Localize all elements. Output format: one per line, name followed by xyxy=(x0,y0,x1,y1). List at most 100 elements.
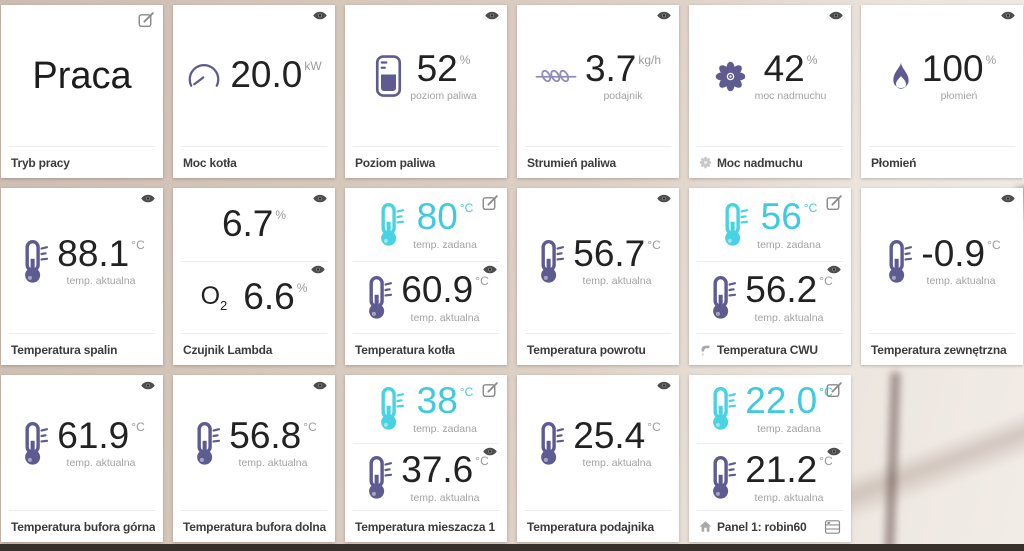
eye-icon[interactable] xyxy=(829,11,843,20)
eye-icon[interactable] xyxy=(1001,194,1015,203)
thermometer-icon xyxy=(707,386,737,431)
value-unit: % xyxy=(275,207,287,222)
actual-section: 56.2 °C temp. aktualna xyxy=(697,260,843,335)
value-subtitle: temp. aktualna xyxy=(410,491,480,504)
value: -0.9 °C xyxy=(921,232,1001,274)
eye-icon[interactable] xyxy=(657,381,671,390)
eye-icon[interactable] xyxy=(657,194,671,203)
eye-icon[interactable] xyxy=(827,447,841,456)
setpoint-value: 38 °C xyxy=(416,380,474,422)
value-subtitle: temp. aktualna xyxy=(66,275,136,288)
fan-icon xyxy=(699,156,712,169)
thermometer-icon xyxy=(535,239,565,284)
setpoint-value: 22.0 °C xyxy=(745,380,833,422)
eye-icon[interactable] xyxy=(827,265,841,274)
actual-section: 37.6 °C temp. aktualna xyxy=(353,442,499,512)
thermometer-icon xyxy=(375,386,405,431)
value-subtitle: podajnik xyxy=(603,90,643,103)
value-subtitle: temp. aktualna xyxy=(582,275,652,288)
card-footer: Strumień paliwa xyxy=(525,146,671,178)
settings-icon[interactable] xyxy=(824,519,841,535)
eye-icon[interactable] xyxy=(485,11,499,20)
eye-icon[interactable] xyxy=(313,194,327,203)
thermometer-icon xyxy=(375,202,405,247)
card-title: Poziom paliwa xyxy=(355,155,436,170)
card-title: Panel 1: robin60 xyxy=(717,519,807,534)
card-footer: Poziom paliwa xyxy=(353,146,499,178)
value-unit: °C xyxy=(459,200,474,215)
actual-value: 37.6 °C xyxy=(401,448,489,490)
actual-value: 56.2 °C xyxy=(745,269,833,311)
value-subtitle: temp. aktualna xyxy=(238,457,308,470)
background-photo xyxy=(850,390,1024,530)
background-photo xyxy=(0,544,1024,551)
card-title: Temperatura mieszacza 1 xyxy=(355,519,495,534)
value-unit: % xyxy=(459,52,471,67)
value-subtitle: płomień xyxy=(940,90,978,103)
actual-value: 21.2 °C xyxy=(745,448,833,490)
eye-icon[interactable] xyxy=(1001,11,1015,20)
eye-icon[interactable] xyxy=(313,11,327,20)
edit-icon[interactable] xyxy=(826,194,843,211)
value-unit: °C xyxy=(131,237,145,252)
actual-section: 21.2 °C temp. aktualna xyxy=(697,442,843,512)
card-title: Temperatura spalin xyxy=(11,342,118,357)
dashboard-grid: Praca Tryb pracy 20.0 kW Moc kotła 52% po… xyxy=(1,5,1023,542)
card-temperatura-bufora-dolna: 56.8 °C temp. aktualna Temperatura bufora… xyxy=(173,375,335,542)
card-temperatura-podajnika: 25.4 °C temp. aktualna Temperatura podajn… xyxy=(517,375,679,542)
setpoint-section: 22.0 °C temp. zadana xyxy=(697,375,843,443)
edit-icon[interactable] xyxy=(482,194,499,211)
card-footer: Moc kotła xyxy=(181,146,327,178)
card-footer: Temperatura mieszacza 1 xyxy=(353,510,499,542)
card-strumien-paliwa: 3.7 kg/h podajnik Strumień paliwa xyxy=(517,5,679,178)
eye-icon[interactable] xyxy=(313,381,327,390)
value-subtitle: temp. zadana xyxy=(757,423,821,436)
card-temperatura-cwu: 56 °C temp. zadana 56.2 °C temp. aktualna xyxy=(689,188,851,365)
card-czujnik-lambda: 6.7% O2 6.6% Czujnik Lambda xyxy=(173,188,335,365)
value-subtitle: temp. aktualna xyxy=(410,312,480,325)
card-title: Temperatura podajnika xyxy=(527,519,654,534)
edit-icon[interactable] xyxy=(826,381,843,398)
actual-value: 60.9 °C xyxy=(401,269,489,311)
card-footer: Panel 1: robin60 xyxy=(697,510,843,542)
card-temperatura-bufora-gorna: 61.9 °C temp. aktualna Temperatura bufora… xyxy=(1,375,163,542)
value: 6.7% xyxy=(221,202,287,244)
value-unit: °C xyxy=(475,453,489,468)
value-subtitle: poziom paliwa xyxy=(410,90,477,103)
value: 25.4 °C xyxy=(573,414,661,456)
eye-icon[interactable] xyxy=(141,194,155,203)
value-unit: °C xyxy=(647,419,661,434)
card-footer: Temperatura kotła xyxy=(353,333,499,365)
value-subtitle: temp. aktualna xyxy=(754,491,824,504)
card-footer: Temperatura bufora dolna xyxy=(181,510,327,542)
setpoint-value: 80 °C xyxy=(416,195,474,237)
eye-icon[interactable] xyxy=(311,265,325,274)
thermometer-icon xyxy=(707,275,737,320)
lambda-row-2: O2 6.6% xyxy=(181,260,327,335)
lambda-row-1: 6.7% xyxy=(181,188,327,261)
value: 56.7 °C xyxy=(573,232,661,274)
value-unit: kW xyxy=(304,58,322,73)
card-tryb-pracy: Praca Tryb pracy xyxy=(1,5,163,178)
eye-icon[interactable] xyxy=(483,265,497,274)
edit-icon[interactable] xyxy=(482,381,499,398)
value-unit: % xyxy=(806,52,818,67)
card-temperatura-mieszacza-1: 38 °C temp. zadana 37.6 °C temp. aktualna … xyxy=(345,375,507,542)
card-moc-nadmuchu: 42% moc nadmuchu Moc nadmuchu xyxy=(689,5,851,178)
eye-icon[interactable] xyxy=(657,11,671,20)
setpoint-section: 80 °C temp. zadana xyxy=(353,188,499,261)
edit-icon[interactable] xyxy=(138,11,155,28)
eye-icon[interactable] xyxy=(141,381,155,390)
setpoint-section: 38 °C temp. zadana xyxy=(353,375,499,443)
actual-section: 60.9 °C temp. aktualna xyxy=(353,260,499,335)
card-footer: Temperatura spalin xyxy=(9,333,155,365)
thermometer-icon xyxy=(363,275,393,320)
card-footer: Płomień xyxy=(869,146,1015,178)
value-unit: °C xyxy=(647,237,661,252)
card-title: Strumień paliwa xyxy=(527,155,617,170)
value-subtitle: temp. zadana xyxy=(757,238,821,251)
card-title: Temperatura kotła xyxy=(355,342,455,357)
eye-icon[interactable] xyxy=(483,447,497,456)
flame-icon xyxy=(888,60,914,93)
value-unit: °C xyxy=(803,200,818,215)
